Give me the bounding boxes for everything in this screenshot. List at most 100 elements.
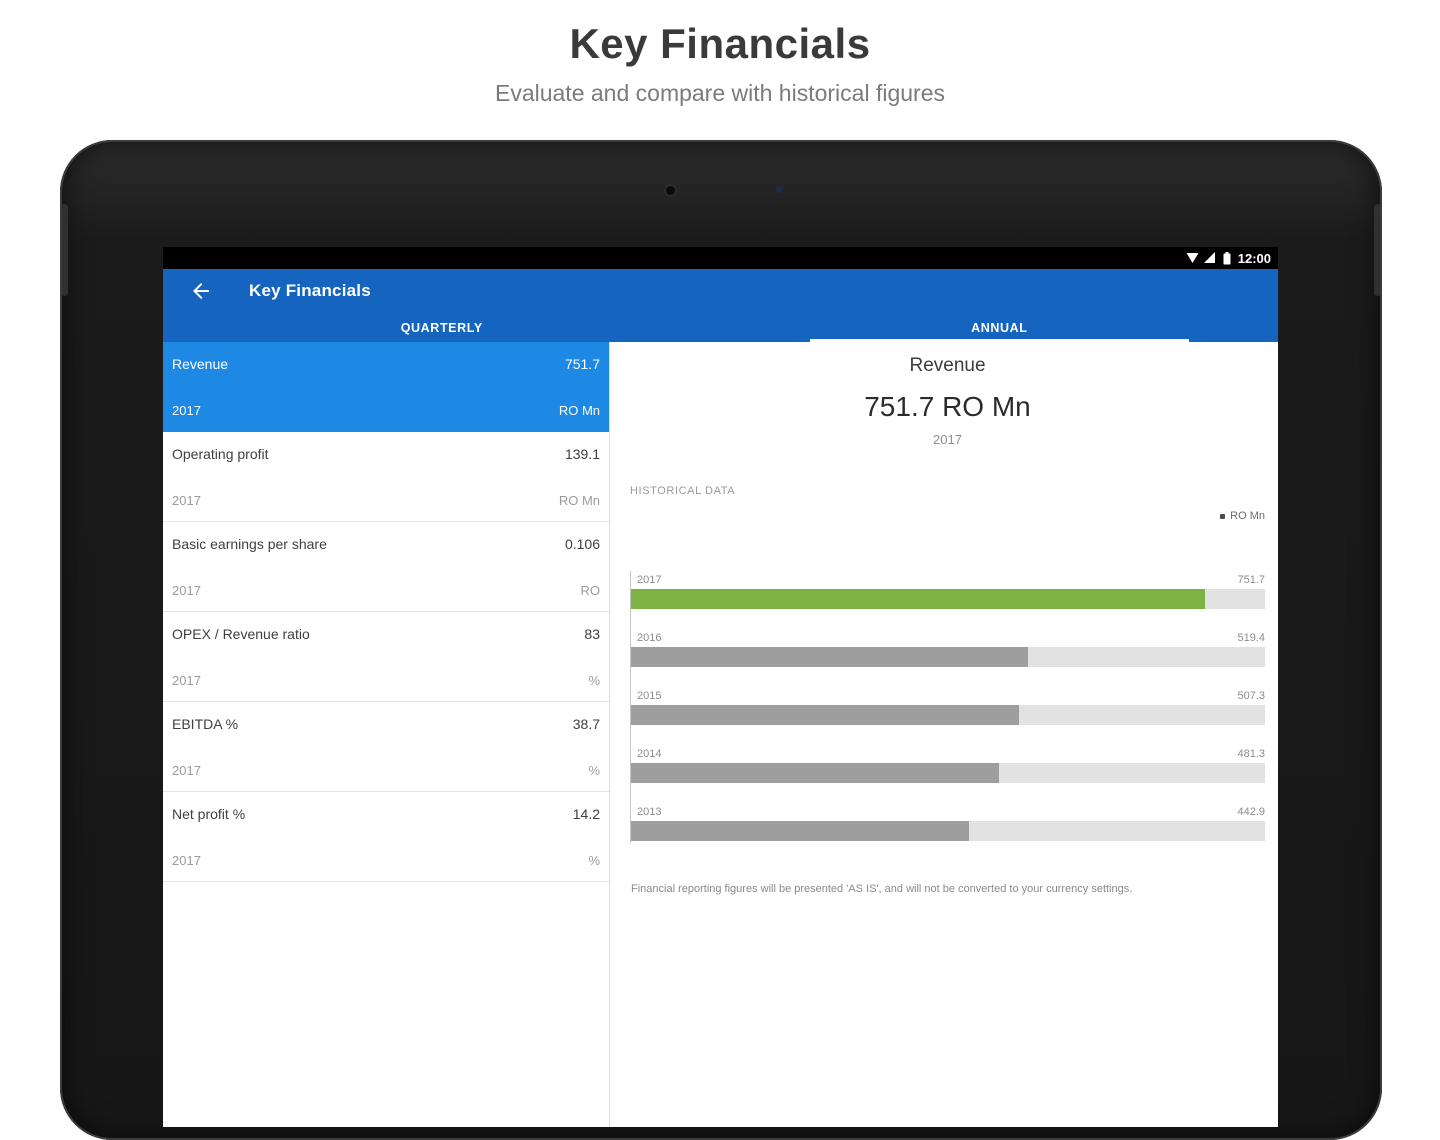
front-camera (666, 186, 675, 195)
metric-label: Net profit % (172, 806, 246, 822)
legend-dot-icon (1220, 513, 1226, 519)
back-button[interactable] (189, 279, 213, 303)
metric-year: 2017 (172, 403, 201, 418)
metric-unit: % (588, 853, 600, 868)
status-bar: 12:00 (163, 247, 1278, 269)
metric-year: 2017 (172, 853, 201, 868)
metric-row-top: EBITDA % 38.7 (172, 716, 600, 732)
cellular-icon (1203, 252, 1215, 263)
page-subtitle: Evaluate and compare with historical fig… (494, 80, 945, 106)
chart-year-label: 2017 (637, 574, 662, 586)
metric-value: 38.7 (572, 716, 600, 732)
detail-title: Revenue (909, 355, 986, 376)
bar-chart: 2017 751.7 2016 519.4 2015 507.3 2014 481.3 2013… (630, 571, 1265, 843)
metric-unit: RO (580, 583, 601, 598)
metric-row-bottom: 2017 RO Mn (172, 403, 600, 418)
metric-value: 0.106 (564, 536, 600, 552)
appbar-title: Key Financials (249, 281, 371, 300)
list-item[interactable]: EBITDA % 38.7 2017% (163, 702, 609, 792)
chart-row-labels: 2017 751.7 (630, 574, 1265, 586)
chart-row: 2015 507.3 (630, 690, 1265, 725)
metric-value: 14.2 (572, 806, 600, 822)
chart-row: 2013 442.9 (630, 806, 1265, 841)
metric-value: 139.1 (564, 446, 600, 462)
detail-panel: Revenue 751.7 RO Mn 2017 HISTORICAL DATA… (610, 342, 1278, 1127)
metric-unit: RO Mn (558, 403, 600, 418)
metric-row-top: Revenue 751.7 (172, 356, 600, 372)
chart-value-label: 519.4 (1237, 632, 1265, 644)
metric-unit: % (588, 763, 600, 778)
metric-label: Operating profit (172, 446, 269, 462)
chart-row-labels: 2014 481.3 (630, 748, 1265, 760)
page-title: Key Financials (569, 20, 871, 67)
chart-row-labels: 2015 507.3 (630, 690, 1265, 702)
metric-row-bottom: 2017 RO (172, 583, 600, 598)
right-speaker-slit (1374, 204, 1381, 296)
tablet-frame: 12:00 Key Financials QUARTERLY ANNUAL Re… (60, 140, 1382, 1140)
chart-year-label: 2014 (637, 748, 662, 760)
promo-header: Key Financials Evaluate and compare with… (0, 0, 1440, 107)
content: Revenue 751.7 2017 RO Mn Operating profit 139… (163, 342, 1278, 1127)
metric-row-bottom: 2017 RO Mn (172, 493, 600, 508)
bar-track (631, 705, 1265, 725)
list-item[interactable]: Revenue 751.7 2017 RO Mn (163, 342, 609, 432)
chart-row: 2017 751.7 (630, 574, 1265, 609)
metric-row-top: OPEX / Revenue ratio 83 (172, 626, 600, 642)
metric-list: Revenue 751.7 2017 RO Mn Operating profit 139… (163, 342, 610, 1127)
tab-annual-label: ANNUAL (971, 320, 1028, 335)
wifi-icon (1186, 253, 1199, 263)
metric-value: 751.7 (564, 356, 600, 372)
bar-track (631, 589, 1265, 609)
tab-annual[interactable]: ANNUAL (721, 313, 1279, 342)
chart-year-label: 2013 (637, 806, 662, 818)
chart-value-label: 481.3 (1237, 748, 1265, 760)
chart-year-label: 2015 (637, 690, 662, 702)
bar-track (631, 763, 1265, 783)
bar-fill (631, 589, 1206, 609)
bar-fill (631, 763, 999, 783)
bar-track (631, 647, 1265, 667)
tab-quarterly[interactable]: QUARTERLY (163, 313, 721, 342)
legend-label: RO Mn (1230, 510, 1265, 522)
app-bar: Key Financials (163, 269, 1278, 313)
list-item[interactable]: Basic earnings per share 0.106 2017 RO (163, 522, 609, 612)
status-time: 12:00 (1237, 250, 1271, 266)
metric-label: OPEX / Revenue ratio (172, 626, 310, 642)
chart-value-label: 751.7 (1237, 574, 1265, 586)
list-item[interactable]: Operating profit 139.1 2017 RO Mn (163, 432, 609, 522)
battery-icon (1223, 251, 1231, 264)
chart-axis (630, 571, 631, 843)
bar-track (631, 821, 1265, 841)
tab-quarterly-label: QUARTERLY (400, 320, 483, 335)
notification-led (776, 186, 783, 193)
tab-indicator (809, 339, 1189, 342)
metric-row-bottom: 2017% (172, 763, 600, 778)
list-item[interactable]: OPEX / Revenue ratio 83 2017% (163, 612, 609, 702)
tab-bar: QUARTERLY ANNUAL (163, 313, 1278, 342)
section-label: HISTORICAL DATA (630, 485, 736, 497)
chart-row: 2014 481.3 (630, 748, 1265, 783)
metric-row-bottom: 2017% (172, 853, 600, 868)
metric-unit: % (588, 673, 600, 688)
chart-rows: 2017 751.7 2016 519.4 2015 507.3 2014 481.3 2013… (630, 574, 1265, 841)
metric-row-top: Net profit % 14.2 (172, 806, 600, 822)
metric-row-top: Basic earnings per share 0.106 (172, 536, 600, 552)
metric-label: EBITDA % (172, 716, 239, 732)
list-item[interactable]: Net profit % 14.2 2017% (163, 792, 609, 882)
detail-year: 2017 (933, 432, 962, 447)
footnote: Financial reporting figures will be pres… (631, 883, 1133, 895)
metric-row-bottom: 2017% (172, 673, 600, 688)
metric-label: Revenue (172, 356, 229, 372)
bar-fill (631, 647, 1028, 667)
bar-fill (631, 821, 970, 841)
chart-row: 2016 519.4 (630, 632, 1265, 667)
metric-year: 2017 (172, 493, 201, 508)
metric-year: 2017 (172, 673, 201, 688)
left-speaker-slit (61, 204, 68, 296)
chart-value-label: 507.3 (1237, 690, 1265, 702)
chart-row-labels: 2016 519.4 (630, 632, 1265, 644)
screen: 12:00 Key Financials QUARTERLY ANNUAL Re… (163, 247, 1278, 1127)
chart-row-labels: 2013 442.9 (630, 806, 1265, 818)
chart-value-label: 442.9 (1237, 806, 1265, 818)
detail-value: 751.7 RO Mn (864, 391, 1031, 422)
